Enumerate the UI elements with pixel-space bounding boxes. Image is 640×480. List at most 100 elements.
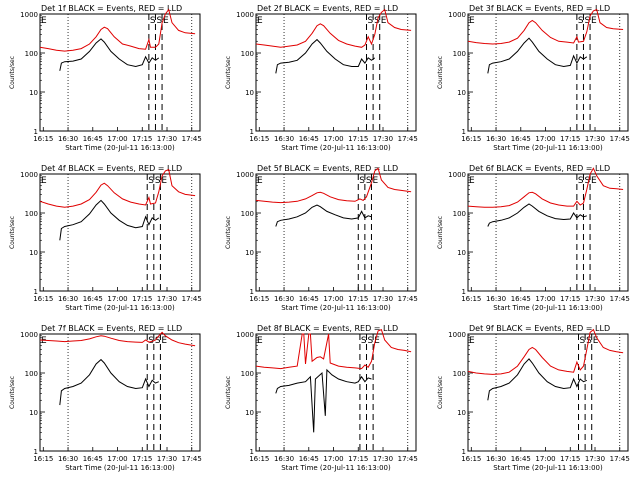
event-marker-label: E xyxy=(257,16,263,26)
y-tick-label: 10 xyxy=(245,249,254,257)
event-marker-label: E xyxy=(469,176,475,186)
panel-8: Det 8f BLACK = Events, RED = LLD 1 10 100 10… xyxy=(225,324,418,472)
event-marker-label: S xyxy=(578,176,584,186)
event-marker-label: E xyxy=(163,16,169,26)
event-marker-label: E xyxy=(161,336,167,346)
x-axis-label: Start Time (20-Jul-11 16:13:00) xyxy=(65,144,175,152)
x-tick-label: 16:45 xyxy=(299,455,319,463)
series-line-red xyxy=(39,8,196,52)
plot-frame xyxy=(255,13,417,132)
series-line-red xyxy=(39,331,196,347)
y-tick-label: 1 xyxy=(250,448,254,456)
y-tick-label: 10 xyxy=(457,409,466,417)
y-tick-label: 10 xyxy=(245,89,254,97)
x-tick-label: 17:30 xyxy=(157,135,177,143)
y-tick-label: 10 xyxy=(245,409,254,417)
y-tick-label: 100 xyxy=(25,370,38,378)
y-tick-label: 100 xyxy=(241,370,254,378)
y-tick-label: 1 xyxy=(462,128,466,136)
x-tick-label: 16:45 xyxy=(83,455,103,463)
x-tick-label: 16:15 xyxy=(33,295,53,303)
y-tick-label: 1 xyxy=(462,448,466,456)
event-marker-label: S xyxy=(368,16,374,26)
plot-frame xyxy=(39,173,201,292)
event-marker-label: S xyxy=(584,16,590,26)
x-tick-label: 17:45 xyxy=(182,455,202,463)
event-marker-label: S xyxy=(156,16,162,26)
y-tick-label: 1000 xyxy=(448,171,466,179)
x-tick-label: 16:30 xyxy=(274,135,294,143)
panel-3: Det 3f BLACK = Events, RED = LLD 1 10 100 10… xyxy=(437,4,630,152)
y-axis-label: Counts/sec xyxy=(437,216,444,249)
x-tick-label: 17:00 xyxy=(323,455,343,463)
x-tick-label: 16:30 xyxy=(58,135,78,143)
plot-frame xyxy=(467,13,629,132)
series-line-red xyxy=(255,167,412,204)
x-tick-label: 17:30 xyxy=(585,455,605,463)
x-tick-label: 17:30 xyxy=(585,295,605,303)
y-tick-label: 1 xyxy=(250,288,254,296)
panel-title: Det 4f BLACK = Events, RED = LLD xyxy=(41,164,182,173)
panel-title: Det 1f BLACK = Events, RED = LLD xyxy=(41,4,182,13)
event-marker-label: S xyxy=(586,336,592,346)
event-marker-label: S xyxy=(155,336,161,346)
series-line-black xyxy=(275,204,372,227)
series-line-black xyxy=(487,37,588,74)
panel-7: Det 7f BLACK = Events, RED = LLD 1 10 100 10… xyxy=(9,324,202,472)
x-tick-label: 17:15 xyxy=(132,135,152,143)
y-tick-label: 1000 xyxy=(236,11,254,19)
x-tick-label: 16:45 xyxy=(299,295,319,303)
x-tick-label: 17:30 xyxy=(373,135,393,143)
y-axis-label: Counts/sec xyxy=(437,56,444,89)
x-tick-label: 16:15 xyxy=(249,135,269,143)
y-tick-label: 1000 xyxy=(236,331,254,339)
panel-title: Det 9f BLACK = Events, RED = LLD xyxy=(469,324,610,333)
x-tick-label: 17:00 xyxy=(323,135,343,143)
y-axis-label: Counts/sec xyxy=(225,216,232,249)
y-tick-label: 10 xyxy=(29,409,38,417)
plot-frame xyxy=(255,333,417,452)
x-tick-label: 16:15 xyxy=(461,135,481,143)
x-tick-label: 17:30 xyxy=(373,455,393,463)
x-tick-label: 17:15 xyxy=(132,295,152,303)
series-line-red xyxy=(467,8,624,45)
x-tick-label: 17:00 xyxy=(107,455,127,463)
panel-title: Det 7f BLACK = Events, RED = LLD xyxy=(41,324,182,333)
x-tick-label: 16:45 xyxy=(511,455,531,463)
x-tick-label: 16:30 xyxy=(486,455,506,463)
event-marker-label: E xyxy=(257,176,263,186)
panel-title: Det 3f BLACK = Events, RED = LLD xyxy=(469,4,610,13)
y-axis-label: Counts/sec xyxy=(437,376,444,409)
y-tick-label: 10 xyxy=(29,249,38,257)
x-tick-label: 17:15 xyxy=(560,135,580,143)
panel-title: Det 8f BLACK = Events, RED = LLD xyxy=(257,324,398,333)
x-tick-label: 16:45 xyxy=(83,135,103,143)
event-marker-label: E xyxy=(374,336,380,346)
event-marker-label: S xyxy=(584,176,590,186)
series-line-red xyxy=(255,328,412,370)
x-tick-label: 16:15 xyxy=(249,455,269,463)
event-marker-label: E xyxy=(372,176,378,186)
x-axis-label: Start Time (20-Jul-11 16:13:00) xyxy=(281,464,391,472)
plot-frame xyxy=(467,333,629,452)
x-tick-label: 17:15 xyxy=(132,455,152,463)
event-marker-label: E xyxy=(591,176,597,186)
y-tick-label: 100 xyxy=(25,50,38,58)
panel-2: Det 2f BLACK = Events, RED = LLD 1 10 100 10… xyxy=(225,4,418,152)
x-tick-label: 16:45 xyxy=(299,135,319,143)
series-line-red xyxy=(39,168,196,208)
x-axis-label: Start Time (20-Jul-11 16:13:00) xyxy=(281,304,391,312)
y-tick-label: 100 xyxy=(25,210,38,218)
x-tick-label: 17:15 xyxy=(560,455,580,463)
series-line-black xyxy=(59,358,159,406)
plot-frame xyxy=(467,173,629,292)
x-tick-label: 17:15 xyxy=(560,295,580,303)
x-tick-label: 17:45 xyxy=(398,295,418,303)
y-axis-label: Counts/sec xyxy=(9,376,16,409)
y-tick-label: 100 xyxy=(453,370,466,378)
x-tick-label: 17:15 xyxy=(348,295,368,303)
x-tick-label: 17:00 xyxy=(535,135,555,143)
x-tick-label: 16:15 xyxy=(33,455,53,463)
plot-frame xyxy=(39,13,201,132)
x-tick-label: 16:30 xyxy=(486,295,506,303)
